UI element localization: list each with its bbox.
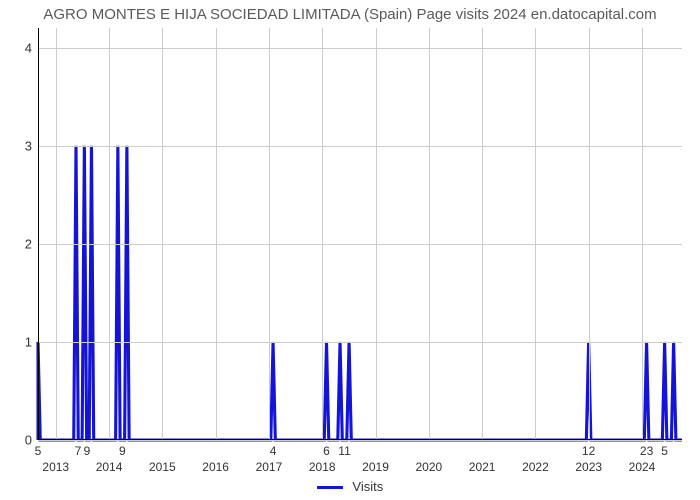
x-axis-line: [38, 439, 682, 440]
grid-line-v: [429, 28, 430, 440]
x-marker-label: 9: [84, 444, 91, 458]
x-year-label: 2021: [469, 460, 496, 474]
y-tick-label: 1: [25, 334, 32, 349]
grid-line-v: [376, 28, 377, 440]
x-marker-label: 12: [582, 444, 595, 458]
grid-line-v: [535, 28, 536, 440]
grid-line-h: [38, 342, 682, 343]
grid-line-v: [589, 28, 590, 440]
x-year-label: 2016: [202, 460, 229, 474]
grid-line-v: [216, 28, 217, 440]
x-marker-label: 11: [338, 444, 350, 458]
x-year-label: 2023: [575, 460, 602, 474]
y-tick-label: 4: [25, 40, 32, 55]
y-tick-label: 0: [25, 433, 32, 448]
x-year-label: 2019: [362, 460, 389, 474]
grid-line-h: [38, 48, 682, 49]
grid-line-h: [38, 146, 682, 147]
grid-line-v: [322, 28, 323, 440]
grid-line-h: [38, 440, 682, 441]
grid-line-v: [162, 28, 163, 440]
line-series: [38, 28, 682, 440]
x-year-label: 2017: [256, 460, 283, 474]
y-tick-label: 2: [25, 236, 32, 251]
grid-line-v: [269, 28, 270, 440]
x-marker-label: 5: [661, 444, 668, 458]
x-year-label: 2014: [96, 460, 123, 474]
x-year-label: 2013: [42, 460, 69, 474]
grid-line-v: [482, 28, 483, 440]
x-year-label: 2022: [522, 460, 549, 474]
x-marker-label: 6: [323, 444, 330, 458]
legend-swatch: [317, 486, 343, 489]
x-marker-label: 23: [640, 444, 653, 458]
x-marker-label: 5: [35, 444, 42, 458]
x-marker-label: 7: [75, 444, 82, 458]
y-tick-label: 3: [25, 138, 32, 153]
chart-title: AGRO MONTES E HIJA SOCIEDAD LIMITADA (Sp…: [0, 6, 700, 23]
grid-line-v: [109, 28, 110, 440]
legend: Visits: [0, 479, 700, 494]
grid-line-h: [38, 244, 682, 245]
grid-line-v: [642, 28, 643, 440]
y-axis-line: [38, 28, 39, 440]
visits-line: [38, 146, 682, 440]
legend-label: Visits: [352, 479, 383, 494]
x-marker-label: 9: [119, 444, 126, 458]
x-year-label: 2020: [415, 460, 442, 474]
plot-area: 0123420132014201520162017201820192020202…: [38, 28, 682, 440]
x-marker-label: 4: [270, 444, 277, 458]
x-year-label: 2018: [309, 460, 336, 474]
grid-line-v: [56, 28, 57, 440]
x-year-label: 2024: [629, 460, 656, 474]
x-year-label: 2015: [149, 460, 176, 474]
